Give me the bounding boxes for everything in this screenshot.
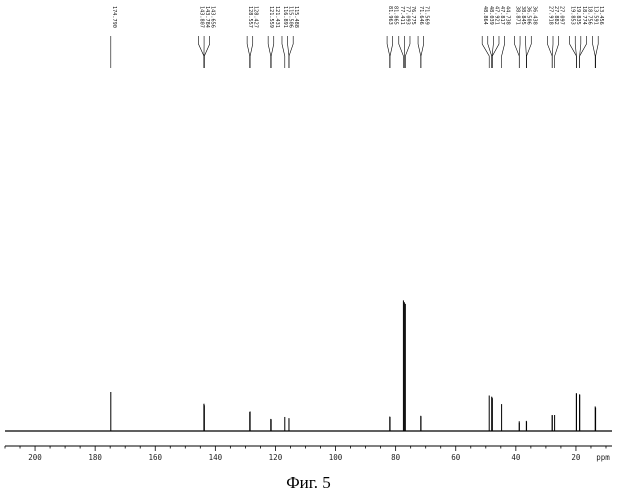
peak-label-18.774: 18.774 (581, 6, 587, 25)
peak-connector-128.557 (247, 36, 250, 68)
peak-label-174.790: 174.790 (111, 6, 117, 28)
peak-label-27.097: 27.097 (559, 6, 565, 25)
nmr-spectrum-chart: 174.790 143.807143.784143.656 128.557128.4… (0, 0, 617, 470)
x-tick-label-80: 80 (391, 453, 401, 462)
peak-label-38.871: 38.871 (514, 6, 520, 25)
x-tick-label-40: 40 (511, 453, 521, 462)
peak-connector-121.559 (268, 36, 271, 68)
peak-connector-38.871 (514, 36, 519, 68)
peak-connector-143.656 (204, 36, 209, 68)
peak-label-81.963: 81.963 (387, 6, 393, 25)
peak-label-115.506: 115.506 (288, 6, 294, 28)
x-tick-label-100: 100 (329, 453, 343, 462)
peak-connector-81.963 (387, 36, 390, 68)
peak-label-48.039: 48.039 (488, 6, 494, 25)
peak-label-128.557: 128.557 (247, 6, 253, 28)
peak-connector-71.569 (421, 36, 424, 68)
peak-label-121.431: 121.431 (274, 6, 280, 28)
peak-connector-116.891 (282, 36, 285, 68)
peak-label-27.882: 27.882 (553, 6, 559, 25)
peak-label-121.559: 121.559 (268, 6, 274, 28)
peak-label-19.853: 19.853 (570, 6, 576, 25)
peak-connector-27.097 (555, 36, 559, 68)
x-tick-label-60: 60 (451, 453, 461, 462)
peak-label-76.775: 76.775 (410, 6, 416, 25)
peak-connector-81.865 (390, 36, 393, 68)
peak-label-47.921: 47.921 (493, 6, 499, 25)
peak-connector-48.864 (482, 36, 489, 68)
peak-connector-44.738 (502, 36, 505, 68)
peak-label-128.427: 128.427 (253, 6, 259, 28)
x-axis: 200 180 160 140 120 100 80 60 40 20 ppm (5, 446, 612, 462)
peak-labels: 174.790 143.807143.784143.656 128.557128.4… (111, 6, 604, 28)
x-tick-label-200: 200 (28, 453, 42, 462)
peak-connector-76.775 (405, 36, 410, 68)
x-tick-label-180: 180 (88, 453, 102, 462)
peak-connector-71.646 (418, 36, 421, 68)
peak-connector-13.591 (593, 36, 596, 68)
peak-label-13.591: 13.591 (593, 6, 599, 25)
peak-label-143.807: 143.807 (198, 6, 204, 28)
peak-label-143.656: 143.656 (210, 6, 216, 28)
x-axis-unit-label: ppm (596, 453, 610, 462)
peak-connector-143.807 (198, 36, 203, 68)
peak-connector-77.411 (399, 36, 404, 68)
figure-caption: Фиг. 5 (0, 473, 617, 493)
peak-label-116.891: 116.891 (282, 6, 288, 28)
peak-label-36.438: 36.438 (531, 6, 537, 25)
peak-label-77.411: 77.411 (399, 6, 405, 25)
peak-label-71.569: 71.569 (424, 6, 430, 25)
peak-label-47.817: 47.817 (499, 6, 505, 25)
peak-label-81.865: 81.865 (393, 6, 399, 25)
peak-label-77.093: 77.093 (404, 6, 410, 25)
x-tick-label-120: 120 (269, 453, 283, 462)
peak-label-connectors (111, 36, 598, 68)
peak-label-18.756: 18.756 (586, 6, 592, 25)
peak-label-48.864: 48.864 (482, 6, 488, 25)
peak-label-38.845: 38.845 (520, 6, 526, 25)
spectrum-peaks (111, 300, 596, 431)
peak-connector-36.438 (527, 36, 532, 68)
peak-connector-19.835 (575, 36, 576, 68)
peak-connector-36.506 (526, 36, 527, 68)
peak-connector-48.039 (488, 36, 492, 68)
peak-connector-38.845 (519, 36, 520, 68)
x-tick-label-160: 160 (148, 453, 162, 462)
x-tick-label-20: 20 (571, 453, 581, 462)
x-tick-label-140: 140 (209, 453, 223, 462)
peak-connector-115.488 (289, 36, 293, 68)
peak-label-143.784: 143.784 (204, 6, 210, 28)
peak-connector-27.882 (552, 36, 553, 68)
peak-connector-121.431 (271, 36, 274, 68)
peak-label-27.918: 27.918 (547, 6, 553, 25)
peak-connector-27.918 (547, 36, 552, 68)
peak-label-36.506: 36.506 (526, 6, 532, 25)
peak-connector-128.427 (250, 36, 253, 68)
peak-label-71.646: 71.646 (418, 6, 424, 25)
peak-label-44.738: 44.738 (505, 6, 511, 25)
peak-connector-13.456 (596, 36, 599, 68)
peak-label-19.835: 19.835 (575, 6, 581, 25)
peak-label-13.456: 13.456 (598, 6, 604, 25)
peak-label-115.488: 115.488 (293, 6, 299, 28)
